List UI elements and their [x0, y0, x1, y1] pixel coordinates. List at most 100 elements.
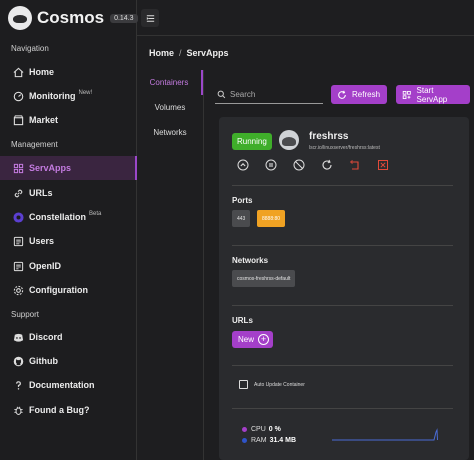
search-input[interactable]: [230, 90, 320, 99]
discord-icon: [12, 331, 24, 343]
sidebar-item-label: Market: [29, 115, 59, 125]
sidebar-item-home[interactable]: Home: [0, 60, 137, 84]
container-image: lscr.io/linuxserver/freshrss:latest: [309, 145, 380, 151]
sidebar-item-label: Users: [29, 236, 55, 246]
networks-title: Networks: [232, 256, 269, 265]
search-field[interactable]: [215, 86, 323, 104]
app-avatar: [279, 130, 299, 150]
ports-title: Ports: [232, 196, 253, 205]
stop-icon: [293, 159, 305, 171]
dashboard-icon: [12, 90, 24, 102]
auto-update-row[interactable]: Auto Update Container: [239, 380, 305, 389]
new-badge: New!: [78, 90, 93, 96]
version-badge: 0.14.3: [110, 13, 138, 23]
sidebar-item-github[interactable]: Github: [0, 349, 137, 373]
refresh-icon: [338, 90, 346, 99]
tab-containers[interactable]: Containers: [137, 70, 203, 95]
cosmos-logo: [8, 6, 32, 30]
ram-label: RAM: [251, 437, 267, 444]
github-icon: [12, 355, 24, 367]
menu-toggle-button[interactable]: [141, 9, 159, 27]
sidebar-item-documentation[interactable]: Documentation: [0, 373, 137, 397]
search-icon: [217, 90, 226, 99]
breadcrumb-current: ServApps: [186, 48, 229, 58]
sidebar-item-users[interactable]: Users: [0, 229, 137, 253]
sidebar-item-servapps[interactable]: ServApps: [0, 156, 137, 180]
sidebar-item-market[interactable]: Market: [0, 108, 137, 132]
sidebar-item-label: Found a Bug?: [29, 405, 90, 415]
container-card: Running freshrss lscr.io/linuxserver/fre…: [219, 117, 469, 460]
apps-icon: [12, 162, 24, 174]
beta-badge: Beta: [89, 211, 102, 217]
resource-sparkline: [332, 428, 438, 441]
sidebar-item-discord[interactable]: Discord: [0, 325, 137, 349]
sidebar-item-label: Configuration: [29, 285, 88, 295]
restart-button[interactable]: [321, 159, 333, 171]
gear-icon: [12, 284, 24, 296]
cpu-label: CPU: [251, 426, 266, 433]
brand[interactable]: Cosmos 0.14.3: [8, 6, 138, 30]
sidebar-item-label: Discord: [29, 332, 63, 342]
plus-icon: +: [258, 334, 270, 345]
sidebar-item-label: OpenID: [29, 261, 62, 271]
urls-title: URLs: [232, 316, 253, 325]
divider: [232, 185, 453, 186]
container-actions: [237, 159, 405, 171]
header-divider: [137, 35, 474, 36]
start-servapp-button[interactable]: Start ServApp: [396, 85, 470, 104]
refresh-button[interactable]: Refresh: [331, 85, 387, 104]
stop-button[interactable]: [293, 159, 305, 171]
resource-stats: CPU 0 % RAM 31.4 MB: [242, 424, 296, 446]
tab-volumes[interactable]: Volumes: [154, 103, 186, 112]
sidebar-item-label: Monitoring: [29, 91, 76, 101]
tab-networks[interactable]: Networks: [153, 128, 187, 137]
port-chip-link[interactable]: 8888:80: [257, 210, 286, 227]
ram-legend-dot: [242, 437, 247, 443]
divider: [232, 305, 453, 306]
servapps-tabs: Containers Volumes Networks: [137, 70, 203, 145]
delete-icon: [378, 160, 388, 170]
breadcrumb-home[interactable]: Home: [149, 48, 175, 58]
divider: [232, 408, 453, 409]
breadcrumb: Home / ServApps: [149, 48, 229, 58]
sidebar-item-label: Home: [29, 67, 55, 77]
status-badge: Running: [232, 133, 272, 150]
link-icon: [12, 187, 24, 199]
arrow-up-circle-icon: [237, 159, 249, 171]
port-chip: 443: [232, 210, 251, 227]
start-servapp-label: Start ServApp: [416, 85, 448, 104]
sidebar-item-found-a-bug[interactable]: Found a Bug?: [0, 398, 137, 422]
new-url-button[interactable]: New +: [232, 331, 274, 348]
sidebar-item-label: URLs: [29, 188, 53, 198]
sidebar-item-monitoring[interactable]: Monitoring New!: [0, 84, 137, 108]
auto-update-checkbox[interactable]: [239, 380, 248, 389]
section-management: Management: [11, 140, 58, 149]
divider: [232, 245, 453, 246]
update-button[interactable]: [237, 159, 249, 171]
recreate-button[interactable]: [349, 159, 361, 171]
user-icon: [12, 235, 24, 247]
menu-icon: [146, 14, 154, 22]
cpu-stat: CPU 0 %: [242, 424, 296, 435]
question-icon: [12, 379, 24, 391]
new-url-label: New: [238, 335, 255, 344]
sidebar-item-urls[interactable]: URLs: [0, 181, 137, 205]
cpu-value: 0 %: [268, 426, 281, 433]
section-support: Support: [11, 310, 40, 319]
home-icon: [12, 66, 24, 78]
pause-button[interactable]: [265, 159, 277, 171]
sidebar-item-label: Constellation: [29, 212, 87, 222]
container-name[interactable]: freshrss: [309, 131, 349, 142]
delete-button[interactable]: [377, 159, 389, 171]
auto-update-label: Auto Update Container: [254, 381, 305, 388]
openid-icon: [12, 260, 24, 272]
store-icon: [12, 114, 24, 126]
divider: [232, 365, 453, 366]
sidebar-item-constellation[interactable]: Constellation Beta: [0, 205, 137, 229]
sidebar-item-openid[interactable]: OpenID: [0, 254, 137, 278]
brand-name: Cosmos: [37, 8, 105, 27]
sidebar-item-configuration[interactable]: Configuration: [0, 278, 137, 302]
bug-icon: [12, 404, 24, 416]
ram-stat: RAM 31.4 MB: [242, 435, 296, 446]
